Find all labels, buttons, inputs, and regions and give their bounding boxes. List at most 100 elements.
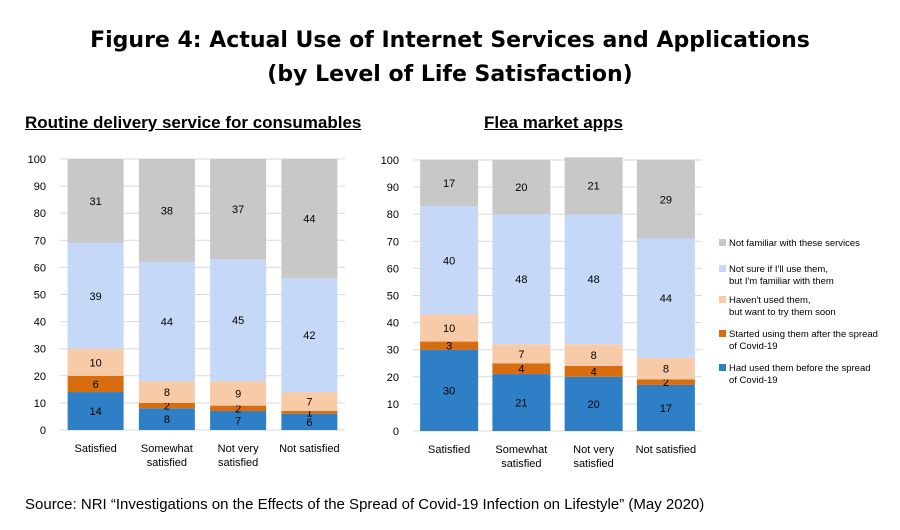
- x-category-label: Somewhat: [141, 443, 193, 455]
- y-tick-label: 40: [387, 318, 399, 330]
- data-label: 8: [164, 414, 170, 426]
- bar-segment: [210, 411, 267, 430]
- bar-segment: [564, 157, 623, 215]
- data-label: 20: [588, 399, 600, 411]
- data-label: 38: [161, 205, 173, 217]
- y-tick-label: 70: [387, 236, 399, 248]
- bar-segment: [210, 381, 267, 406]
- bar-segment: [420, 206, 479, 315]
- y-tick-label: 100: [28, 154, 46, 166]
- bar-segment: [138, 402, 195, 409]
- bar-segment: [636, 357, 695, 380]
- legend-label: Not familiar with these services: [729, 238, 860, 249]
- bar-segment: [67, 243, 124, 349]
- data-label: 6: [93, 379, 99, 391]
- data-label: 2: [235, 403, 241, 415]
- data-label: 44: [303, 214, 315, 226]
- bar-segment: [67, 159, 124, 244]
- legend-label: but I'm familiar with them: [729, 276, 834, 287]
- data-label: 7: [306, 397, 312, 409]
- bar-segment: [138, 381, 195, 403]
- y-tick-label: 100: [381, 155, 399, 167]
- legend-label: Not sure if I'll use them,: [729, 264, 828, 275]
- bar-segment: [281, 159, 338, 279]
- x-category-label: Not satisfied: [636, 444, 697, 456]
- data-label: 31: [90, 196, 102, 208]
- bar-segment: [636, 384, 695, 431]
- source-note: Source: NRI “Investigations on the Effec…: [25, 496, 705, 513]
- data-label: 40: [443, 255, 455, 267]
- bar-segment: [281, 411, 338, 414]
- legend-swatch: [719, 239, 726, 246]
- bar-segment: [420, 341, 479, 350]
- panel-title-flea-market: Flea market apps: [484, 113, 623, 132]
- data-label: 21: [515, 398, 527, 410]
- y-tick-label: 10: [34, 398, 46, 410]
- bar-segment: [636, 379, 695, 385]
- data-label: 6: [306, 417, 312, 429]
- y-tick-label: 20: [34, 371, 46, 383]
- bar-segment: [281, 413, 338, 430]
- bar-segment: [67, 392, 124, 430]
- y-tick-label: 30: [34, 344, 46, 356]
- bar-segment: [210, 159, 267, 260]
- bar-segment: [420, 160, 479, 207]
- legend-label: but want to try them soon: [729, 307, 836, 318]
- bar-segment: [492, 344, 551, 364]
- data-label: 4: [518, 364, 524, 376]
- bar-segment: [564, 376, 623, 431]
- bar-segment: [492, 160, 551, 215]
- data-label: 4: [591, 366, 597, 378]
- bar-segment: [67, 375, 124, 393]
- data-label: 37: [232, 204, 244, 216]
- data-label: 29: [660, 194, 672, 206]
- y-tick-label: 90: [34, 181, 46, 193]
- bar-segment: [492, 214, 551, 345]
- y-tick-label: 60: [34, 262, 46, 274]
- data-label: 7: [235, 416, 241, 428]
- bar-segment: [210, 405, 267, 412]
- data-label: 2: [663, 377, 669, 389]
- data-label: 20: [515, 182, 527, 194]
- bar-segment: [281, 278, 338, 393]
- bar-segment: [138, 159, 195, 262]
- data-label: 42: [303, 330, 315, 342]
- x-category-label: Somewhat: [495, 444, 547, 456]
- legend-swatch: [719, 265, 726, 272]
- data-label: 14: [90, 406, 102, 418]
- y-tick-label: 80: [387, 209, 399, 221]
- data-label: 8: [591, 350, 597, 362]
- data-label: 7: [518, 349, 524, 361]
- legend-label: of Covid-19: [729, 341, 778, 352]
- x-category-label: satisfied: [501, 458, 541, 470]
- x-category-label: Not satisfied: [279, 443, 340, 455]
- data-label: 48: [588, 274, 600, 286]
- data-label: 30: [443, 385, 455, 397]
- data-label: 2: [164, 401, 170, 413]
- data-label: 45: [232, 315, 244, 327]
- bar-segment: [492, 363, 551, 375]
- data-label: 9: [235, 388, 241, 400]
- y-tick-label: 0: [40, 425, 46, 437]
- x-category-label: Satisfied: [428, 444, 470, 456]
- bar-segment: [138, 261, 195, 382]
- data-label: 10: [90, 357, 102, 369]
- data-label: 21: [588, 181, 600, 193]
- bar-segment: [636, 160, 695, 239]
- bar-segment: [492, 374, 551, 431]
- data-label: 44: [161, 317, 173, 329]
- legend-swatch: [719, 364, 726, 371]
- panel-title-delivery: Routine delivery service for consumables: [25, 113, 362, 132]
- figure-title: Figure 4: Actual Use of Internet Service…: [90, 28, 810, 53]
- data-label: 39: [90, 291, 102, 303]
- data-label: 1: [306, 407, 312, 419]
- bar-segment: [636, 238, 695, 358]
- x-category-label: Satisfied: [75, 443, 117, 455]
- bar-segment: [564, 214, 623, 345]
- y-tick-label: 30: [387, 345, 399, 357]
- x-category-label: Not very: [218, 443, 259, 455]
- y-tick-label: 10: [387, 399, 399, 411]
- bar-segment: [67, 348, 124, 376]
- data-label: 3: [446, 341, 452, 353]
- legend-label: Haven't used them,: [729, 295, 811, 306]
